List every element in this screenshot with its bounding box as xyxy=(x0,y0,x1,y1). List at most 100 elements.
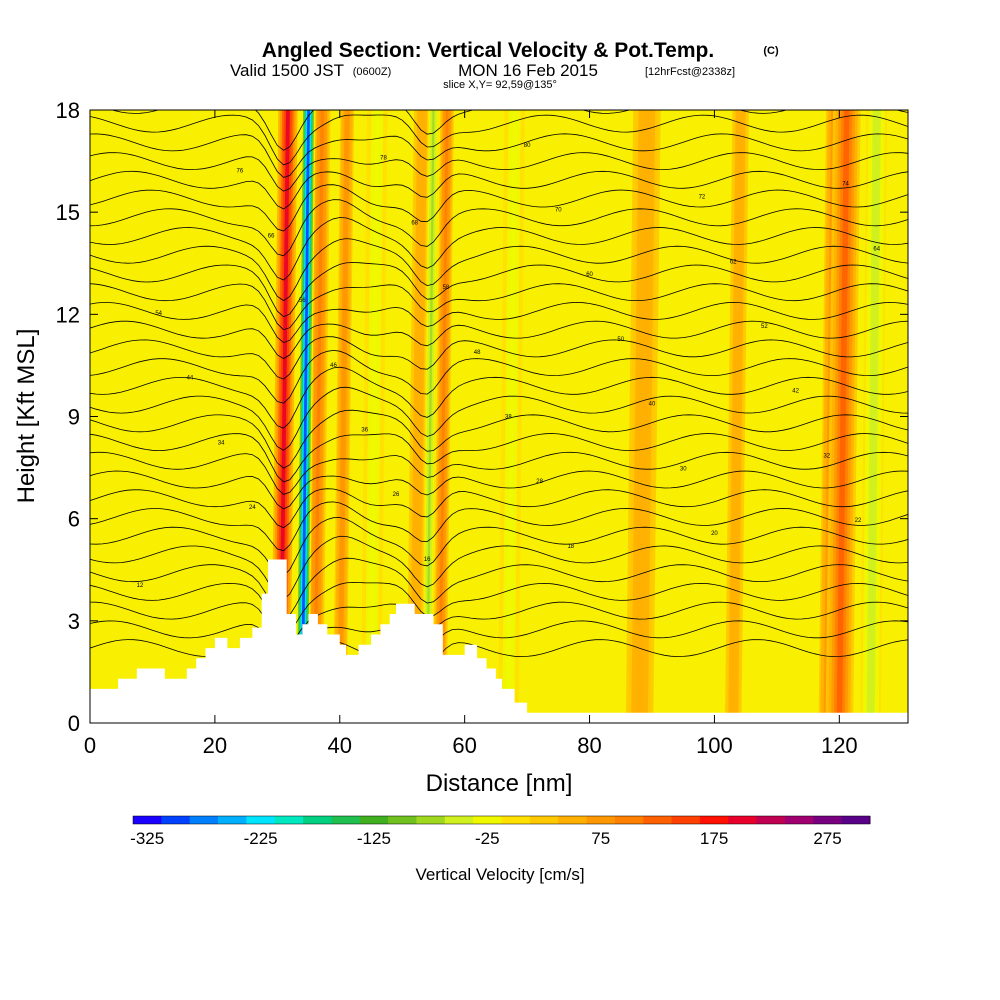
contour-label: 66 xyxy=(268,233,275,239)
contour-label: 56 xyxy=(299,298,306,304)
contour-label: 72 xyxy=(699,195,706,201)
theta-contour xyxy=(90,262,908,318)
valid-date: MON 16 Feb 2015 xyxy=(458,61,598,80)
field-background xyxy=(90,110,908,723)
theta-contour xyxy=(90,488,908,529)
x-tick-label: 120 xyxy=(821,733,858,758)
updraft-band xyxy=(413,110,424,723)
slice-label: slice X,Y= 92,59@135° xyxy=(443,79,557,91)
contour-label: 80 xyxy=(524,143,531,149)
contour-label: 50 xyxy=(617,337,624,343)
colorbar-swatch xyxy=(699,816,729,824)
colorbar-swatch xyxy=(728,816,758,824)
contour-label: 70 xyxy=(555,207,562,213)
theta-contour xyxy=(90,409,908,469)
downdraft-band xyxy=(426,110,435,723)
contour-label: 34 xyxy=(218,440,225,446)
y-tick-label: 0 xyxy=(68,711,80,736)
contour-label: 78 xyxy=(380,156,387,162)
downdraft-band xyxy=(506,110,517,723)
colorbar-swatch xyxy=(841,816,871,824)
theta-contours xyxy=(90,110,908,678)
colorbar-swatch xyxy=(671,816,701,824)
theta-contour xyxy=(90,217,908,281)
theta-contour xyxy=(110,110,908,151)
contour-label: 38 xyxy=(505,415,512,421)
colorbar-swatch xyxy=(586,816,616,824)
contour-label: 24 xyxy=(249,505,256,511)
theta-contour xyxy=(90,152,908,192)
x-tick-label: 60 xyxy=(452,733,476,758)
y-tick-label: 12 xyxy=(56,302,80,327)
theta-contour xyxy=(90,283,908,331)
theta-contour xyxy=(90,601,908,647)
contour-label: 30 xyxy=(680,466,687,472)
plot-area: 1214161820222426283032343638404244464850… xyxy=(90,110,908,723)
colorbar-frame xyxy=(132,815,871,825)
contour-label: 54 xyxy=(155,311,162,317)
colorbar-swatch xyxy=(274,816,304,824)
contour-label: 58 xyxy=(443,285,450,291)
x-tick-label: 20 xyxy=(203,733,227,758)
theta-contour xyxy=(90,581,908,635)
contour-label: 68 xyxy=(411,220,418,226)
contour-label: 20 xyxy=(711,531,718,537)
colorbar-swatch xyxy=(246,816,276,824)
updraft-band xyxy=(836,110,850,723)
chart-title: Angled Section: Vertical Velocity & Pot.… xyxy=(262,39,714,62)
contour-labels: 1214161820222426283032343638404244464850… xyxy=(137,143,881,589)
contour-label: 46 xyxy=(330,363,337,369)
theta-contour xyxy=(90,320,908,360)
theta-contour xyxy=(90,114,908,166)
theta-contour xyxy=(90,199,908,257)
theta-contour xyxy=(90,170,908,210)
colorbar-swatch xyxy=(388,816,417,824)
colorbar-tick-label: -325 xyxy=(130,829,164,848)
x-tick-label: 0 xyxy=(84,733,96,758)
colorbar-swatch xyxy=(813,816,843,824)
x-tick-label: 80 xyxy=(577,733,601,758)
colorbar-tick-label: -25 xyxy=(475,829,500,848)
theta-contour xyxy=(90,470,908,510)
theta-contour xyxy=(90,349,908,404)
colorbar xyxy=(132,815,871,825)
x-axis-label: Distance [nm] xyxy=(426,770,573,797)
contour-label: 64 xyxy=(873,246,880,252)
theta-contour xyxy=(90,336,908,380)
contour-label: 28 xyxy=(536,479,543,485)
contour-label: 44 xyxy=(187,376,194,382)
colorbar-ticks: -325 -225 -125 -25 75 175 275 xyxy=(130,829,842,848)
contour-label: 42 xyxy=(792,389,799,395)
theta-contour xyxy=(90,386,908,451)
contour-label: 52 xyxy=(761,324,768,330)
updraft-band xyxy=(636,110,650,723)
colorbar-swatch xyxy=(529,816,559,824)
colorbar-swatch xyxy=(161,816,191,824)
theta-contour xyxy=(90,184,908,232)
theta-contour xyxy=(90,366,908,429)
colorbar-tick-label: -125 xyxy=(357,829,391,848)
x-tick-label: 40 xyxy=(328,733,352,758)
x-axis: 0 20 40 60 80 100 120 xyxy=(84,110,858,758)
y-tick-label: 9 xyxy=(68,405,80,430)
theta-contour xyxy=(90,501,908,552)
y-axis-label: Height [Kft MSL] xyxy=(13,329,40,504)
valid-utc: (0600Z) xyxy=(353,66,392,78)
colorbar-swatch xyxy=(416,816,446,824)
contour-label: 62 xyxy=(730,259,737,265)
y-tick-label: 15 xyxy=(56,200,80,225)
colorbar-swatch xyxy=(444,816,474,824)
contour-label: 16 xyxy=(424,557,431,563)
downdraft-band xyxy=(868,110,879,723)
contour-label: 40 xyxy=(649,402,656,408)
theta-contour xyxy=(90,451,908,495)
forecast-label: [12hrFcst@2338z] xyxy=(645,66,735,78)
colorbar-swatch xyxy=(218,816,247,824)
theta-contour xyxy=(90,620,908,661)
y-tick-label: 18 xyxy=(56,98,80,123)
chart-title-unit: (C) xyxy=(763,45,779,57)
x-tick-label: 100 xyxy=(696,733,733,758)
terrain-mask xyxy=(90,559,908,723)
updraft-band xyxy=(731,110,743,723)
